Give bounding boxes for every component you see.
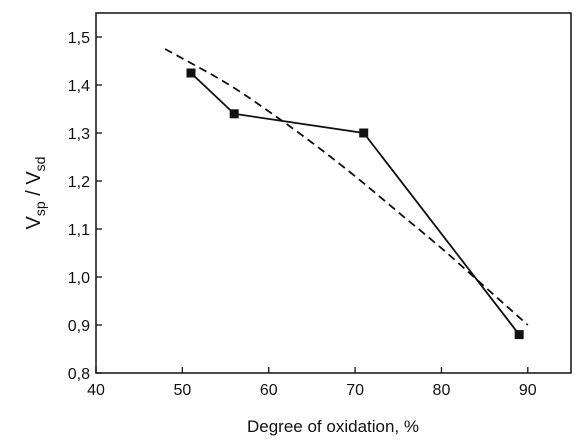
y-tick-label: 0,9 (68, 318, 90, 335)
series-dashed-trend-line (165, 49, 528, 325)
y-axis-title-part-1: V (23, 215, 45, 229)
y-axis-title-subscript-2: sd (32, 157, 48, 172)
y-axis-title: Vsp / Vsd (23, 157, 48, 230)
y-axis-title-part-2: / V (23, 171, 45, 202)
x-tick-label: 70 (346, 382, 364, 399)
y-tick-label: 0,8 (68, 366, 90, 383)
plot-frame (96, 13, 571, 373)
y-tick-label: 1,2 (68, 174, 90, 191)
x-tick-label: 40 (87, 382, 105, 399)
y-tick-label: 1,4 (68, 78, 90, 95)
x-axis: 40 50 60 70 80 90 (87, 367, 537, 399)
y-axis: 0,8 0,9 1,0 1,1 1,2 1,3 1,4 1,5 (68, 30, 102, 383)
x-axis-title: Degree of oxidation, % (247, 417, 419, 436)
x-tick-label: 90 (519, 382, 537, 399)
y-tick-label: 1,1 (68, 222, 90, 239)
data-point-square-marker (359, 129, 368, 138)
data-point-square-marker (515, 330, 524, 339)
y-tick-label: 1,3 (68, 126, 90, 143)
data-point-square-marker (187, 69, 196, 78)
plot-area-border (96, 13, 571, 373)
x-tick-label: 80 (433, 382, 451, 399)
x-tick-label: 50 (173, 382, 191, 399)
data-point-square-marker (230, 109, 239, 118)
y-tick-label: 1,0 (68, 270, 90, 287)
x-tick-label: 60 (260, 382, 278, 399)
series-solid-line (191, 73, 519, 335)
y-axis-title-subscript-1: sp (32, 201, 48, 216)
y-tick-label: 1,5 (68, 30, 90, 47)
series-layer (165, 49, 528, 339)
